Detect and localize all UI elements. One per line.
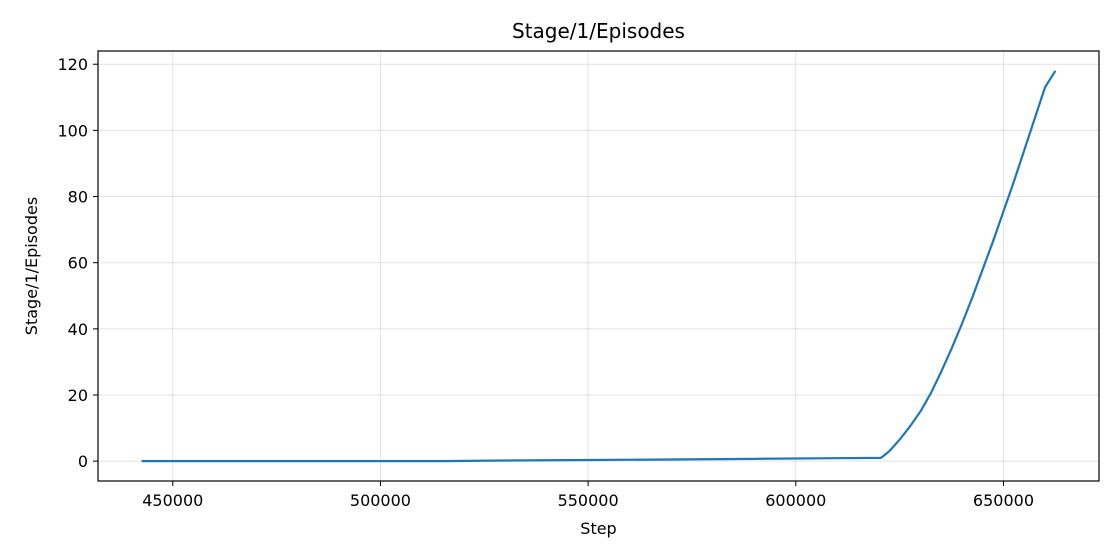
series-line	[141, 70, 1057, 463]
series-layer	[141, 70, 1057, 463]
plot-frame	[97, 50, 1100, 482]
x-tick-label: 550000	[558, 491, 619, 510]
x-axis-label: Step	[580, 519, 616, 538]
chart-title: Stage/1/Episodes	[512, 19, 685, 43]
y-axis-label: Stage/1/Episodes	[22, 197, 41, 335]
ticks-layer: 450000 500000 550000 600000 650000 0 20 40 60 80 1…	[57, 55, 1034, 510]
y-tick-label: 0	[78, 452, 88, 471]
grid-layer	[98, 51, 1099, 481]
y-tick-label: 120	[57, 55, 88, 74]
x-tick-label: 650000	[973, 491, 1034, 510]
x-tick-label: 500000	[350, 491, 411, 510]
y-tick-label: 60	[68, 254, 88, 273]
y-tick-label: 80	[68, 188, 88, 207]
x-tick-label: 600000	[765, 491, 826, 510]
y-tick-label: 40	[68, 320, 88, 339]
y-tick-label: 20	[68, 386, 88, 405]
y-tick-label: 100	[57, 121, 88, 140]
x-tick-label: 450000	[142, 491, 203, 510]
